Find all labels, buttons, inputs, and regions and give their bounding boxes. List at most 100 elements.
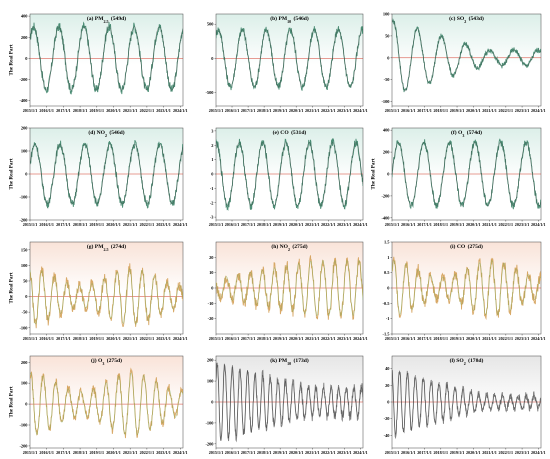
x-tick-label: 2021/1/1 — [482, 222, 497, 227]
x-tick-label: 2020/1/1 — [466, 108, 481, 113]
y-tick-label: 100 — [207, 379, 214, 384]
x-tick-label: 2022/1/1 — [140, 108, 155, 113]
x-tick-label: 2024/1/1 — [353, 336, 368, 341]
chart-title: (a) PM2.5 (549d) — [87, 15, 126, 24]
x-tick-label: 2023/1/1 — [515, 222, 530, 227]
x-tick-label: 2016/1/1 — [39, 450, 54, 455]
x-tick-label: 2017/1/1 — [417, 108, 432, 113]
y-tick-label: -100 — [19, 325, 28, 330]
x-tick-label: 2017/1/1 — [417, 222, 432, 227]
y-tick-label: -100 — [19, 423, 28, 428]
x-tick-label: 2019/1/1 — [90, 450, 105, 455]
chart-svg-5: -3 -2 -1 0 1 2 3 2015/1/1 2016/1/1 2017/1/1 2018/1… — [209, 127, 368, 227]
series-line — [216, 26, 363, 91]
chart-svg-7: -100 -50 0 50 100 150 2015/1/1 2016/1/1 2017/1/1… — [9, 241, 188, 341]
y-tick-label: 100 — [383, 12, 390, 17]
x-tick-label: 2019/1/1 — [450, 222, 465, 227]
y-tick-label: 20 — [385, 383, 390, 388]
y-tick-label: 200 — [383, 150, 390, 155]
x-tick-label: 2024/1/1 — [531, 108, 546, 113]
x-tick-label: 2020/1/1 — [466, 336, 481, 341]
x-tick-label: 2017/1/1 — [241, 450, 256, 455]
x-tick-label: 2023/1/1 — [156, 336, 171, 341]
y-tick-label: 500 — [207, 22, 214, 27]
plot-area — [29, 355, 184, 449]
x-tick-label: 2021/1/1 — [305, 108, 320, 113]
y-tick-label: 0 — [25, 56, 28, 61]
y-tick-label: 0 — [211, 286, 214, 291]
chart-panel-2: -500 0 500 2015/1/1 2016/1/1 2017/1/1 2018/1/1… — [194, 4, 368, 116]
y-tick-label: -0.5 — [383, 301, 391, 306]
series-line — [392, 18, 541, 93]
chart-svg-8: -20 -10 0 10 20 2015/1/1 2016/1/1 2017/1/1 2018/… — [208, 241, 368, 341]
y-tick-label: 100 — [21, 381, 28, 386]
x-tick-label: 2023/1/1 — [515, 336, 530, 341]
x-tick-label: 2017/1/1 — [417, 450, 432, 455]
y-tick-label: 40 — [385, 366, 390, 371]
x-tick-label: 2015/1/1 — [23, 222, 38, 227]
x-tick-label: 2021/1/1 — [482, 108, 497, 113]
y-tick-label: -200 — [19, 443, 28, 448]
chart-title: (e) CO (531d) — [273, 129, 307, 136]
chart-panel-11: -200 -100 0 100 200 2015/1/1 2016/1/1 2017/1/1 2… — [194, 346, 368, 458]
chart-panel-1: -400 -200 0 200 400 2015/1/1 2016/1/1 2017/1/1 2… — [8, 4, 188, 116]
x-tick-label: 2018/1/1 — [434, 450, 449, 455]
chart-panel-12: -40 -20 0 20 40 2015/1/1 2016/1/1 2017/1/1 2018/… — [370, 346, 546, 458]
x-tick-label: 2017/1/1 — [56, 336, 71, 341]
chart-svg-2: -500 0 500 2015/1/1 2016/1/1 2017/1/1 2018/1/1… — [205, 13, 368, 113]
y-tick-label: 100 — [21, 263, 28, 268]
chart-title: (d) NO2 (546d) — [88, 129, 124, 138]
y-tick-label: 100 — [21, 149, 28, 154]
x-tick-label: 2020/1/1 — [106, 450, 121, 455]
y-tick-label: 2 — [211, 143, 213, 148]
chart-title: (h) NO2 (275d) — [271, 243, 307, 252]
chart-title: (f) O3 (574d) — [451, 129, 482, 138]
chart-panel-9: -1.5 -1 -0.5 0 0.5 1 1.5 2015/1/1 2016/1/1 2017/1… — [370, 232, 546, 344]
x-tick-label: 2016/1/1 — [401, 450, 416, 455]
x-tick-label: 2016/1/1 — [39, 108, 54, 113]
y-tick-label: 200 — [21, 126, 28, 131]
chart-title: (j) O3 (275d) — [91, 357, 122, 366]
x-tick-label: 2017/1/1 — [56, 450, 71, 455]
y-tick-label: -200 — [381, 193, 390, 198]
x-tick-label: 2021/1/1 — [123, 222, 138, 227]
x-tick-label: 2016/1/1 — [225, 108, 240, 113]
x-tick-label: 2018/1/1 — [73, 108, 88, 113]
series-line — [392, 256, 541, 321]
x-tick-label: 2015/1/1 — [209, 222, 224, 227]
fit-line — [392, 142, 541, 206]
x-tick-label: 2016/1/1 — [39, 336, 54, 341]
x-tick-label: 2021/1/1 — [482, 450, 497, 455]
x-tick-label: 2019/1/1 — [450, 450, 465, 455]
x-tick-label: 2021/1/1 — [123, 450, 138, 455]
x-tick-label: 2020/1/1 — [289, 108, 304, 113]
y-tick-label: -400 — [19, 98, 28, 103]
y-tick-label: -10 — [208, 301, 215, 306]
x-tick-label: 2023/1/1 — [156, 108, 171, 113]
y-tick-label: -20 — [384, 416, 391, 421]
chart-panel-4: -200 -100 0 100 200 2015/1/1 2016/1/1 2017/1/1 2… — [8, 118, 188, 230]
fit-line — [216, 361, 363, 441]
y-tick-label: 0 — [387, 172, 390, 177]
x-tick-label: 2015/1/1 — [209, 336, 224, 341]
y-tick-label: -2 — [210, 200, 214, 205]
fit-line — [30, 268, 183, 325]
x-tick-label: 2021/1/1 — [123, 336, 138, 341]
x-tick-label: 2016/1/1 — [39, 222, 54, 227]
x-tick-label: 2019/1/1 — [273, 336, 288, 341]
x-tick-label: 2015/1/1 — [23, 336, 38, 341]
x-tick-label: 2020/1/1 — [106, 108, 121, 113]
x-tick-label: 2015/1/1 — [209, 108, 224, 113]
x-tick-label: 2017/1/1 — [241, 108, 256, 113]
x-tick-label: 2024/1/1 — [531, 222, 546, 227]
series-line — [216, 363, 363, 443]
y-tick-label: -50 — [384, 77, 391, 82]
chart-panel-6: -400 -200 0 200 400 2015/1/1 2016/1/1 2017/1/1 2… — [370, 118, 546, 230]
x-tick-label: 2017/1/1 — [241, 222, 256, 227]
x-tick-label: 2015/1/1 — [385, 336, 400, 341]
fit-line — [30, 26, 183, 91]
x-tick-label: 2017/1/1 — [417, 336, 432, 341]
fit-line — [392, 260, 541, 316]
y-tick-label: 20 — [209, 255, 214, 260]
